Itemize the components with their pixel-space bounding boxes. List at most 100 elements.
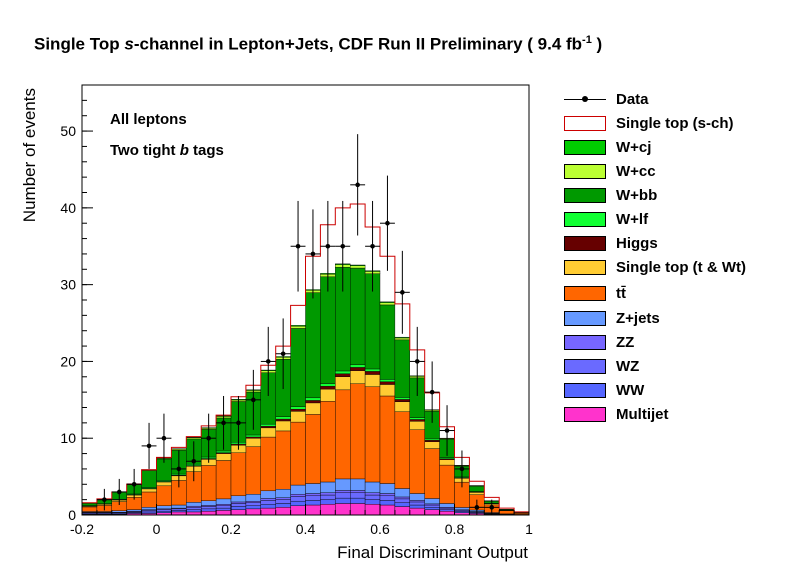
legend-swatch-signal — [564, 115, 606, 131]
bar-multijet — [230, 509, 247, 516]
data-point — [265, 359, 271, 364]
legend-item-data: Data — [564, 89, 649, 109]
bar-ww — [364, 499, 381, 505]
data-point — [221, 420, 226, 426]
bar-ttbar — [350, 383, 366, 480]
bar-zjets — [111, 510, 127, 513]
data-point — [251, 397, 256, 403]
bar-wz — [409, 501, 425, 506]
bar-wlf — [245, 434, 261, 438]
bar-zz — [364, 492, 381, 496]
bar-wlf — [275, 416, 291, 420]
bar-wcj — [379, 301, 396, 303]
bar-wcc — [379, 302, 396, 306]
bar-higgs — [305, 400, 321, 404]
data-point — [385, 220, 390, 226]
bar-zz — [394, 496, 410, 500]
bar-wlf — [409, 417, 425, 420]
bar-ww — [200, 508, 217, 512]
stacked-bars — [81, 263, 530, 516]
bar-zz — [275, 497, 291, 500]
bar-multijet — [379, 504, 396, 516]
bar-multijet — [394, 506, 410, 516]
bar-stop_tw — [305, 402, 321, 415]
bar-stop_tw — [469, 492, 485, 495]
x-axis-label: Final Discriminant Output — [337, 543, 528, 562]
legend-swatch-multijet — [564, 406, 606, 422]
data-point — [370, 243, 375, 249]
bar-wz — [215, 505, 232, 509]
y-tick-label: 20 — [60, 353, 76, 369]
bar-ww — [350, 497, 366, 504]
bar-zjets — [379, 483, 396, 494]
signal-step-line — [81, 203, 530, 515]
x-tick-label: 0.4 — [296, 521, 316, 537]
bar-zjets — [439, 503, 455, 508]
legend-item-signal: Single top (s-ch) — [564, 113, 734, 133]
bar-zz — [379, 493, 396, 497]
legend-label: WW — [616, 381, 645, 399]
bar-multijet — [320, 504, 336, 516]
bar-multijet — [260, 507, 276, 516]
bar-ttbar — [215, 460, 232, 500]
bar-stop_tw — [424, 441, 440, 449]
bar-stop_tw — [409, 421, 425, 430]
bar-ttbar — [320, 401, 336, 483]
bar-ttbar — [394, 411, 410, 489]
legend-item-zjets: Z+jets — [564, 308, 660, 328]
bar-ww — [424, 507, 440, 510]
bar-wz — [394, 498, 410, 503]
legend-label: WZ — [616, 357, 640, 375]
y-tick-label: 50 — [60, 123, 76, 139]
bar-wbb — [305, 292, 321, 399]
bar-zz — [260, 498, 276, 501]
bar-ttbar — [439, 464, 455, 504]
bar-ttbar — [305, 414, 321, 484]
bar-ttbar — [364, 386, 381, 483]
bar-ww — [171, 510, 187, 513]
bar-zz — [215, 504, 232, 506]
bar-ttbar — [260, 436, 276, 492]
bar-zjets — [275, 489, 291, 498]
bar-ttbar — [141, 491, 157, 508]
bar-multijet — [245, 508, 261, 516]
bar-zjets — [156, 505, 172, 510]
bar-zjets — [141, 507, 157, 510]
y-tick-label: 40 — [60, 200, 76, 216]
bar-stop_tw — [275, 420, 291, 432]
bar-ww — [275, 503, 291, 508]
bar-multijet — [290, 505, 306, 516]
legend-swatch-wcc — [564, 163, 606, 179]
bar-stop_tw — [156, 481, 172, 487]
bar-wz — [230, 503, 247, 507]
bar-zjets — [260, 490, 276, 499]
legend-swatch-zjets — [564, 310, 606, 326]
legend-label: Higgs — [616, 234, 658, 252]
legend-item-wz: WZ — [564, 356, 639, 376]
bar-ttbar — [200, 465, 217, 501]
bar-ttbar — [290, 421, 306, 486]
bar-ww — [320, 499, 336, 505]
y-tick-label: 30 — [60, 277, 76, 293]
bar-stop_tw — [350, 370, 366, 384]
bar-wlf — [364, 368, 381, 372]
bar-wz — [424, 504, 440, 508]
bar-zz — [409, 500, 425, 503]
legend-swatch-wcj — [564, 139, 606, 155]
y-axis-label: Number of events — [20, 88, 39, 222]
bar-zjets — [200, 500, 217, 506]
bar-wcj — [394, 336, 410, 339]
bar-ttbar — [156, 485, 172, 506]
bar-stop_tw — [439, 459, 455, 466]
bar-higgs — [364, 371, 381, 375]
legend-label: W+lf — [616, 210, 649, 228]
bar-zz — [335, 490, 351, 493]
bar-higgs — [394, 399, 410, 402]
bar-multijet — [409, 507, 425, 516]
bar-stop_tw — [141, 488, 157, 493]
bar-wz — [364, 494, 381, 500]
legend-label: W+bb — [616, 186, 658, 204]
bar-higgs — [350, 367, 366, 371]
bar-zjets — [335, 478, 351, 491]
